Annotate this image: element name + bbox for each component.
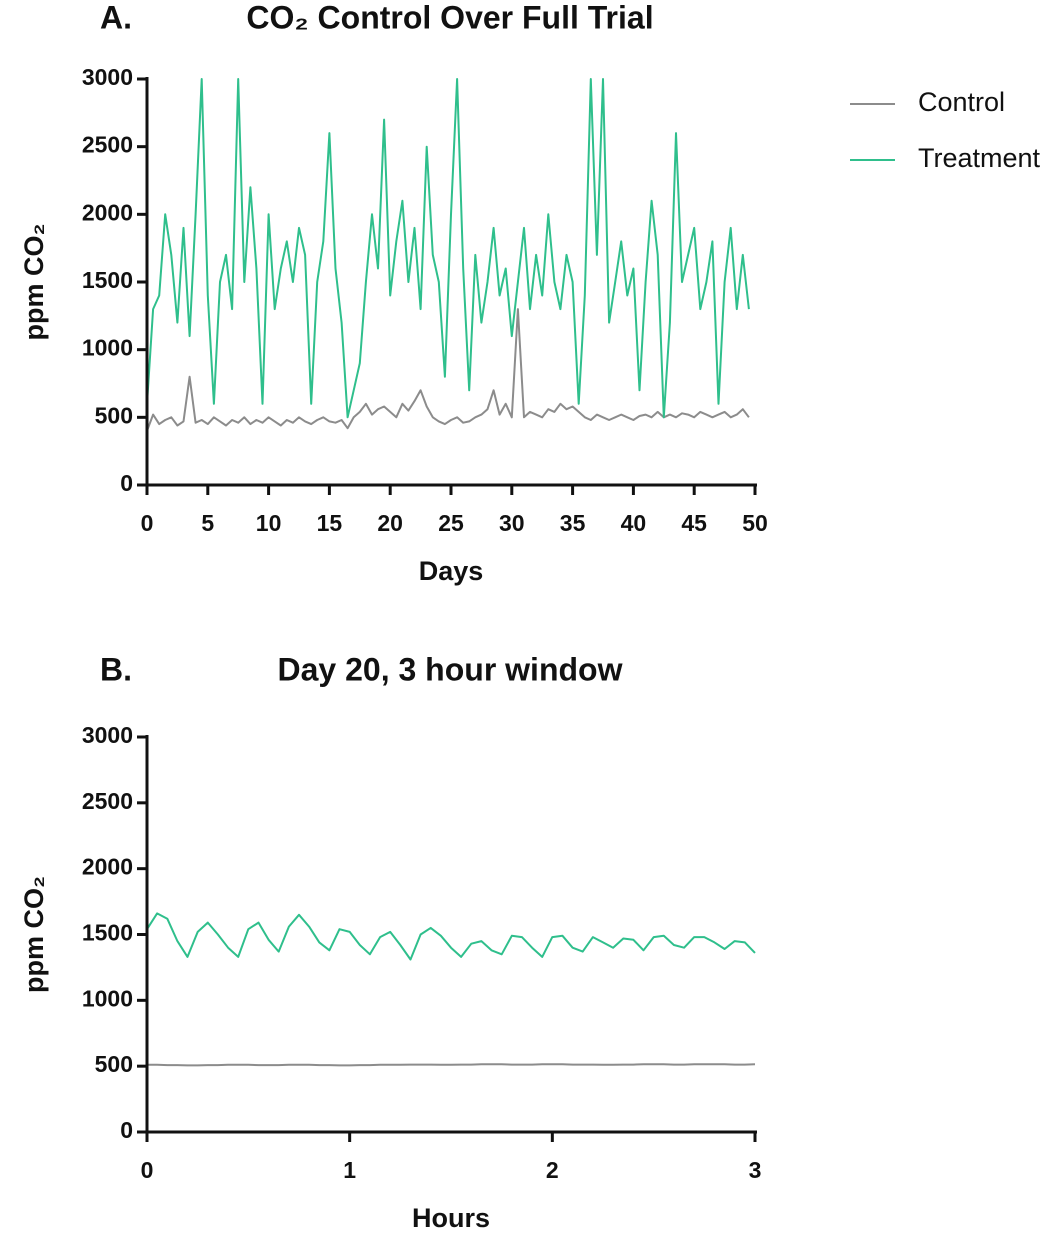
y-tick-label: 2500	[82, 132, 133, 158]
chart-title: Day 20, 3 hour window	[278, 651, 623, 687]
x-tick-label: 5	[201, 510, 214, 536]
x-axis-label: Days	[419, 556, 484, 586]
x-tick-label: 3	[749, 1157, 762, 1183]
y-tick-label: 2500	[82, 788, 133, 814]
y-tick-label: 3000	[82, 64, 133, 90]
y-tick-label: 500	[95, 1051, 133, 1077]
x-tick-label: 45	[681, 510, 707, 536]
x-tick-label: 10	[256, 510, 282, 536]
y-tick-label: 1000	[82, 335, 133, 361]
legend-label: Control	[918, 87, 1005, 117]
chart-title: CO₂ Control Over Full Trial	[246, 0, 653, 35]
x-tick-label: 2	[546, 1157, 559, 1183]
legend-label: Treatment	[918, 143, 1041, 173]
x-tick-label: 50	[742, 510, 768, 536]
x-tick-label: 30	[499, 510, 525, 536]
y-tick-label: 3000	[82, 722, 133, 748]
data-line	[146, 308, 750, 432]
y-tick-label: 500	[95, 402, 133, 428]
y-axis-label: ppm CO₂	[19, 224, 49, 341]
x-axis-label: Hours	[412, 1203, 490, 1233]
y-tick-label: 1500	[82, 920, 133, 946]
data-line	[146, 78, 750, 419]
panel-label: B.	[100, 651, 132, 687]
x-tick-label: 0	[141, 510, 154, 536]
data-line	[147, 1063, 756, 1067]
x-tick-label: 35	[560, 510, 586, 536]
x-tick-label: 15	[317, 510, 343, 536]
x-tick-label: 1	[343, 1157, 356, 1183]
x-tick-label: 20	[377, 510, 403, 536]
x-tick-label: 0	[141, 1157, 154, 1183]
y-axis-label: ppm CO₂	[19, 876, 49, 993]
y-tick-label: 2000	[82, 854, 133, 880]
data-line	[146, 912, 756, 961]
x-tick-label: 40	[621, 510, 647, 536]
y-tick-label: 1000	[82, 985, 133, 1011]
y-tick-label: 0	[120, 1117, 133, 1143]
y-tick-label: 2000	[82, 199, 133, 225]
x-tick-label: 25	[438, 510, 464, 536]
y-tick-label: 0	[120, 470, 133, 496]
y-tick-label: 1500	[82, 267, 133, 293]
panel-label: A.	[100, 0, 132, 35]
